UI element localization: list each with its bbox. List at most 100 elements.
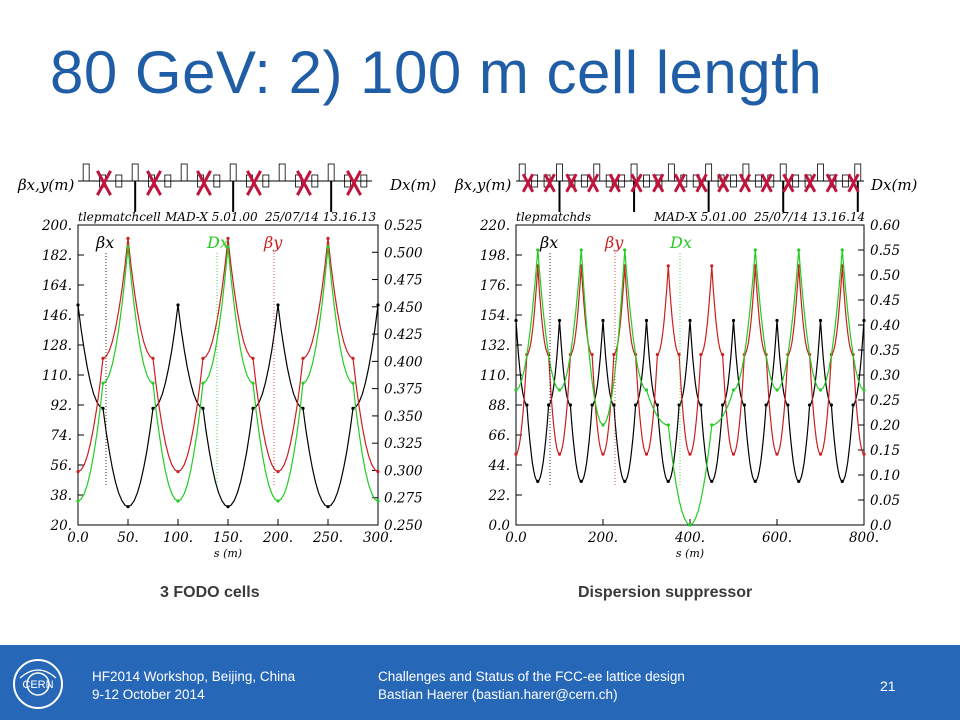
data-point-dispersion <box>557 388 562 392</box>
data-point-beta-y <box>699 352 703 357</box>
y-left-tick-label: 132. <box>480 338 510 354</box>
y-right-tick-label: 0.15 <box>870 443 900 459</box>
footer-bar <box>0 645 960 720</box>
removed-element-cross-mark <box>96 170 112 196</box>
series-line-beta-y <box>515 265 865 456</box>
y-right-tick-label: 0.45 <box>870 293 900 309</box>
data-point-dispersion <box>666 423 670 427</box>
data-point-beta-x <box>775 318 779 323</box>
x-axis-label: s (m) <box>676 547 704 560</box>
y-left-tick-label: 128. <box>42 338 72 354</box>
y-left-tick-label: 22. <box>488 488 510 504</box>
data-point-beta-y <box>862 452 866 456</box>
footer-event-date: 9-12 October 2014 <box>92 687 205 702</box>
data-point-beta-x <box>862 318 866 323</box>
magnet-element <box>593 163 601 182</box>
chart-header-timestamp: 25/07/14 13.16.14 <box>753 210 865 224</box>
plot-frame <box>515 224 865 526</box>
data-point-dispersion <box>797 248 801 252</box>
magnet-element <box>131 163 139 182</box>
x-tick-label: 250. <box>312 530 343 546</box>
removed-element-cross-mark <box>246 170 262 196</box>
magnet-element <box>705 163 713 182</box>
series-line-beta-x <box>77 304 379 508</box>
removed-element-cross-mark <box>608 173 621 193</box>
data-point-beta-x <box>514 318 518 323</box>
data-point-beta-x <box>601 318 605 323</box>
y-right-tick-label: 0.0 <box>870 518 892 534</box>
data-point-beta-y <box>226 236 230 240</box>
data-point-dispersion <box>644 388 649 392</box>
data-point-beta-x <box>351 406 355 410</box>
data-point-dispersion <box>326 245 330 249</box>
removed-element-cross-mark <box>760 173 773 193</box>
magnet-element <box>360 174 368 188</box>
slide-title: 80 GeV: 2) 100 m cell length <box>50 39 823 106</box>
y-right-tick-label: 0.300 <box>384 463 423 479</box>
data-point-beta-x <box>276 303 280 307</box>
y-right-tick-label: 0.10 <box>870 468 900 484</box>
left-axis-label: βx,y(m) <box>454 176 511 194</box>
data-point-beta-x <box>525 403 529 407</box>
data-point-beta-x <box>76 303 80 307</box>
removed-element-cross-mark <box>782 173 795 193</box>
data-point-beta-y <box>301 356 305 360</box>
footer-event-name: HF2014 Workshop, Beijing, China <box>92 669 296 684</box>
data-point-beta-x <box>699 403 703 407</box>
data-point-beta-x <box>326 505 330 509</box>
removed-element-cross-mark <box>521 173 535 193</box>
right-axis-label: Dx(m) <box>870 176 918 194</box>
data-point-beta-x <box>742 403 746 407</box>
y-right-tick-label: 0.325 <box>384 436 423 452</box>
data-point-beta-x <box>644 318 649 323</box>
data-point-beta-y <box>76 470 80 474</box>
removed-element-cross-mark <box>565 173 578 193</box>
y-left-tick-label: 146. <box>42 308 72 324</box>
chart-header-sequence: tlepmatchcell <box>78 210 161 224</box>
y-left-tick-label: 92. <box>51 398 72 414</box>
magnet-element <box>278 163 286 182</box>
data-point-dispersion <box>688 523 692 527</box>
data-point-dispersion <box>731 388 736 392</box>
magnet-element <box>262 174 270 188</box>
magnet-element <box>327 163 335 182</box>
x-tick-label: 200. <box>262 530 293 546</box>
chart-header-program: MAD-X 5.01.00 <box>164 210 258 224</box>
removed-element-cross-mark <box>717 173 730 193</box>
chart-header-program: MAD-X 5.01.00 <box>653 210 747 224</box>
data-point-beta-x <box>721 403 725 407</box>
chart-header-timestamp: 25/07/14 13.16.13 <box>264 210 377 224</box>
y-right-tick-label: 0.275 <box>384 491 423 507</box>
data-point-beta-x <box>612 403 616 407</box>
legend-label-beta-y: βy <box>604 233 624 252</box>
removed-element-cross-mark <box>346 170 362 196</box>
y-right-tick-label: 0.05 <box>870 493 900 509</box>
data-point-dispersion <box>840 248 844 252</box>
y-left-tick-label: 154. <box>480 308 510 324</box>
data-point-beta-y <box>151 356 155 360</box>
data-point-beta-x <box>818 318 823 323</box>
y-left-tick-label: 88. <box>489 398 510 414</box>
magnet-element <box>841 174 849 188</box>
y-left-tick-label: 220. <box>479 218 510 234</box>
chart-dispersion-suppressor: tlepmatchds MAD-X 5.01.00 25/07/14 13.16.1… <box>454 163 918 560</box>
data-point-beta-x <box>301 406 305 410</box>
magnet-element <box>213 174 221 188</box>
chart-fodo-cells: tlepmatchcell MAD-X 5.01.00 25/07/14 13.16… <box>17 163 437 560</box>
data-point-dispersion <box>176 499 180 503</box>
magnet-element <box>180 163 188 182</box>
data-point-beta-x <box>753 479 757 483</box>
magnet-element <box>580 174 588 188</box>
footer-talk-author: Bastian Haerer (bastian.harer@cern.ch) <box>378 687 618 702</box>
magnet-element <box>643 174 650 188</box>
data-point-dispersion <box>251 381 255 385</box>
caption-dispersion-suppressor: Dispersion suppressor <box>578 584 753 601</box>
magnet-element <box>531 174 539 188</box>
data-point-beta-y <box>251 356 255 360</box>
magnet-element <box>518 163 526 182</box>
data-point-beta-x <box>568 403 572 407</box>
y-right-tick-label: 0.450 <box>384 300 423 316</box>
data-point-beta-y <box>326 236 330 240</box>
magnet-element <box>82 163 90 182</box>
data-point-beta-y <box>818 452 823 456</box>
